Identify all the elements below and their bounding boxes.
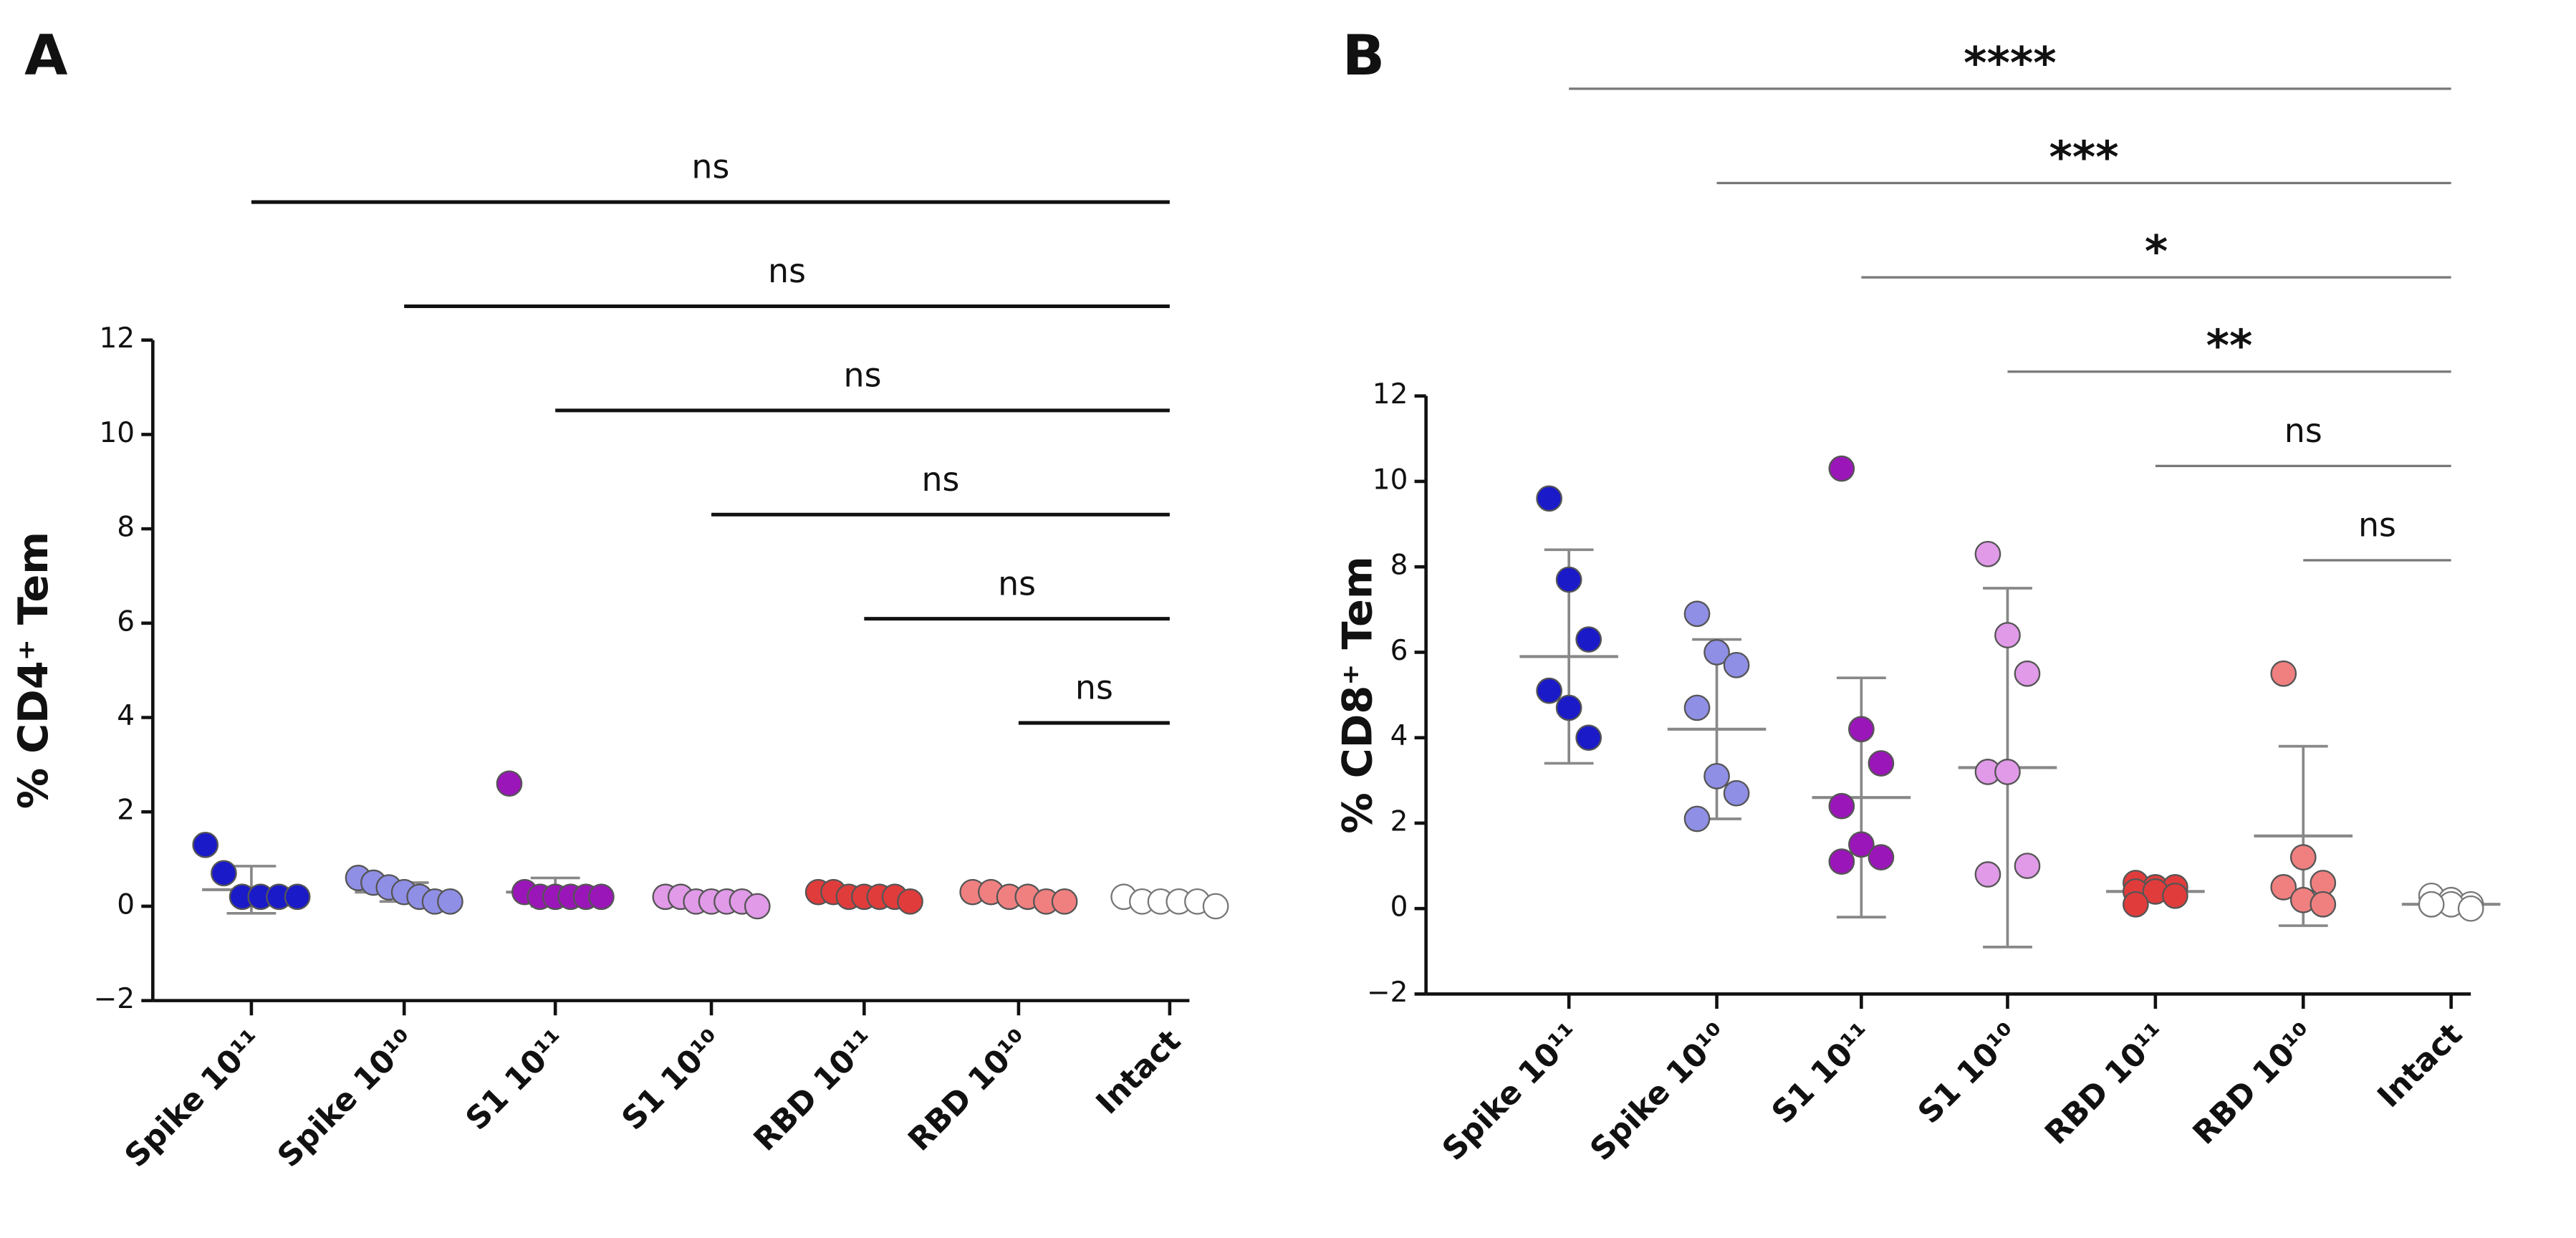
data-point — [1868, 844, 1895, 870]
y-axis-label: % CD4⁺ Tem — [9, 532, 57, 809]
significance-label: ns — [844, 355, 882, 394]
significance-label: *** — [2049, 131, 2119, 183]
data-point — [1848, 716, 1875, 743]
significance-label: ns — [2284, 411, 2322, 450]
significance-label: ns — [1075, 668, 1113, 707]
y-tick-label: 2 — [117, 795, 135, 827]
significance-label: * — [2145, 226, 2168, 277]
significance-label: **** — [1964, 37, 2057, 89]
x-tick-label: Spike 10¹¹ — [1436, 1017, 1587, 1168]
data-point — [2270, 874, 2297, 901]
y-tick-label: 8 — [117, 512, 135, 544]
data-point — [496, 770, 523, 797]
data-point — [1575, 724, 1602, 752]
x-tick-label: RBD 10¹⁰ — [902, 1023, 1037, 1158]
data-point — [2310, 891, 2337, 918]
x-tick-label: Spike 10¹⁰ — [271, 1023, 422, 1174]
x-tick-label: S1 10¹¹ — [1765, 1017, 1880, 1131]
data-point — [1828, 455, 1855, 482]
x-tick-label: S1 10¹⁰ — [615, 1023, 730, 1138]
data-point — [1051, 888, 1078, 915]
data-point — [2014, 853, 2041, 879]
data-point — [2014, 660, 2041, 687]
y-tick-label: 10 — [1373, 464, 1408, 496]
data-point — [1555, 694, 1582, 721]
data-point — [1828, 792, 1855, 820]
significance-label: ** — [2206, 320, 2253, 372]
y-axis-label: % CD8⁺ Tem — [1334, 556, 1382, 833]
y-tick-label: 6 — [117, 605, 135, 638]
data-point — [1868, 750, 1895, 777]
panel-label: B — [1342, 24, 1385, 88]
y-tick-label: 8 — [1390, 550, 1408, 582]
data-point — [1536, 485, 1562, 512]
data-point — [2270, 660, 2297, 687]
data-point — [1994, 759, 2021, 785]
x-tick-label: RBD 10¹⁰ — [2186, 1017, 2322, 1152]
panel-label: A — [24, 24, 67, 88]
significance-label: ns — [2358, 506, 2396, 544]
y-tick-label: 6 — [1390, 635, 1408, 667]
data-point — [2418, 891, 2445, 918]
x-tick-label: S1 10¹¹ — [459, 1023, 574, 1138]
data-point — [1703, 763, 1730, 790]
data-point — [588, 883, 615, 911]
x-tick-label: Intact — [1090, 1023, 1188, 1121]
data-point — [744, 893, 771, 920]
y-tick-label: 12 — [100, 322, 135, 355]
data-point — [1683, 805, 1711, 832]
y-tick-label: 12 — [1373, 378, 1408, 411]
data-point — [1848, 831, 1875, 858]
y-tick-label: −2 — [1367, 977, 1408, 1009]
data-point — [897, 888, 923, 915]
x-tick-label: S1 10¹⁰ — [1911, 1017, 2026, 1131]
x-tick-label: RBD 10¹¹ — [2039, 1017, 2174, 1152]
significance-label: ns — [768, 251, 806, 290]
data-point — [1994, 622, 2021, 648]
y-tick-label: 0 — [117, 888, 135, 921]
data-point — [2122, 891, 2149, 918]
x-tick-label: RBD 10¹¹ — [747, 1023, 883, 1158]
y-tick-label: 10 — [100, 417, 135, 449]
data-point — [1974, 540, 2001, 567]
significance-label: ns — [998, 564, 1036, 603]
data-point — [1536, 677, 1562, 704]
data-point — [2457, 895, 2484, 922]
significance-label: ns — [921, 460, 959, 499]
data-point — [1202, 893, 1229, 920]
data-point — [1974, 861, 2001, 888]
data-point — [1683, 600, 1711, 628]
x-tick-label: Spike 10¹¹ — [118, 1023, 269, 1174]
data-point — [211, 860, 237, 887]
data-point — [1575, 626, 1602, 653]
y-tick-label: 2 — [1390, 805, 1408, 838]
data-point — [1703, 639, 1730, 666]
data-point — [2289, 844, 2317, 870]
data-point — [1723, 651, 1750, 678]
y-tick-label: −2 — [94, 983, 135, 1015]
data-point — [1723, 779, 1750, 807]
data-point — [1555, 566, 1582, 593]
y-tick-label: 0 — [1390, 891, 1408, 923]
data-point — [284, 883, 311, 911]
data-point — [437, 888, 463, 915]
y-tick-label: 4 — [117, 700, 135, 732]
x-tick-label: Intact — [2371, 1017, 2469, 1115]
data-point — [2162, 882, 2188, 909]
y-tick-label: 4 — [1390, 720, 1408, 752]
data-point — [192, 831, 219, 858]
data-point — [1683, 694, 1711, 721]
x-tick-label: Spike 10¹⁰ — [1584, 1017, 1735, 1168]
data-point — [1828, 848, 1855, 875]
significance-label: ns — [691, 148, 729, 186]
